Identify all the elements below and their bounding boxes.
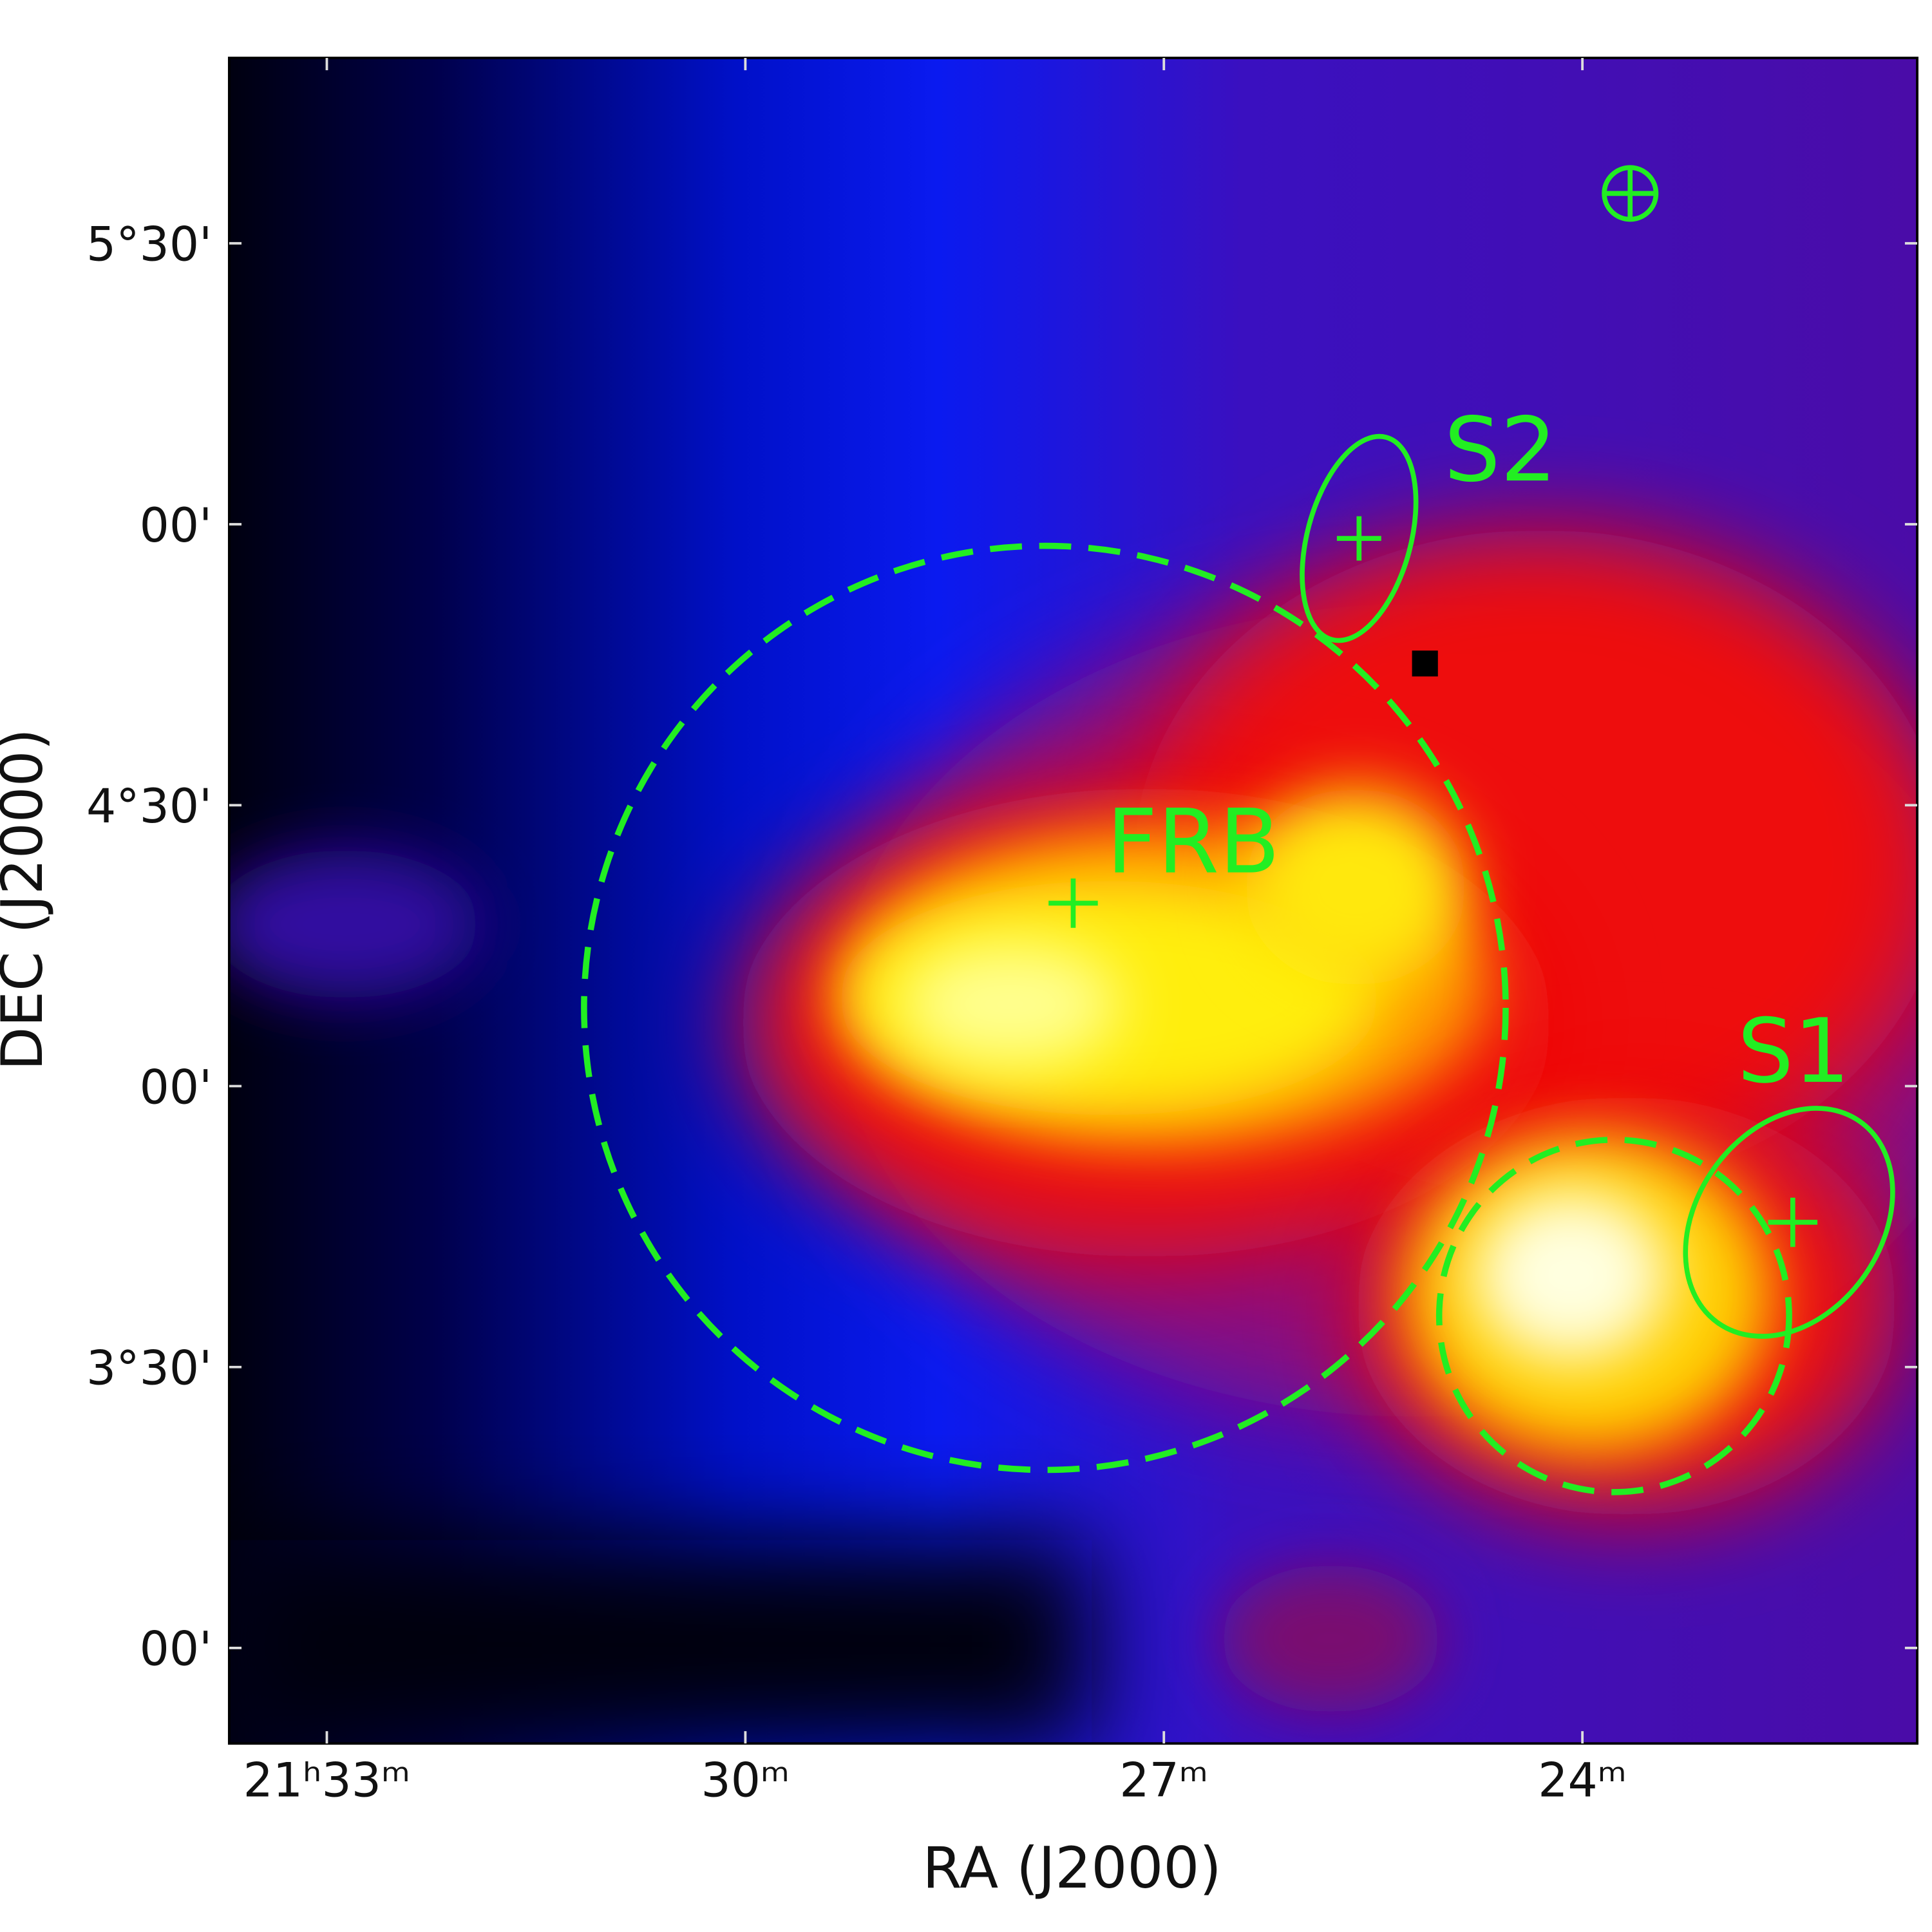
y-tick-label: 00'	[140, 1623, 212, 1677]
overlay	[581, 165, 1895, 1495]
s1-cross	[1768, 1197, 1818, 1247]
x-tick-label: 24ᵐ	[1538, 1754, 1627, 1808]
s2-cross	[1336, 516, 1381, 561]
plot-frame	[227, 57, 1918, 1745]
y-tick-label: 00'	[140, 499, 212, 553]
x-tick-label: 27ᵐ	[1119, 1754, 1208, 1808]
s1-dashed-circle	[1435, 1136, 1792, 1495]
marker-square	[1412, 650, 1438, 677]
s2-ellipse	[1300, 433, 1419, 643]
x-tick-label: 30ᵐ	[701, 1754, 790, 1808]
beam-cross	[1604, 167, 1656, 220]
annotation: S1	[1738, 1000, 1850, 1103]
frb-cross	[1048, 878, 1098, 928]
y-axis-label: DEC (J2000)	[0, 728, 55, 1070]
frb-error-circle	[581, 542, 1509, 1473]
y-tick-label: 5°30'	[86, 218, 212, 272]
s1-ellipse	[1683, 1106, 1895, 1339]
y-tick-label: 3°30'	[86, 1342, 212, 1396]
x-axis-label: RA (J2000)	[922, 1835, 1221, 1901]
annotation: S2	[1444, 399, 1557, 502]
y-tick-label: 4°30'	[86, 780, 212, 834]
y-tick-label: 00'	[140, 1061, 212, 1115]
sky-image	[229, 57, 1918, 1744]
x-tick-label: 21ʰ33ᵐ	[243, 1754, 411, 1808]
annotation: FRB	[1106, 791, 1280, 894]
